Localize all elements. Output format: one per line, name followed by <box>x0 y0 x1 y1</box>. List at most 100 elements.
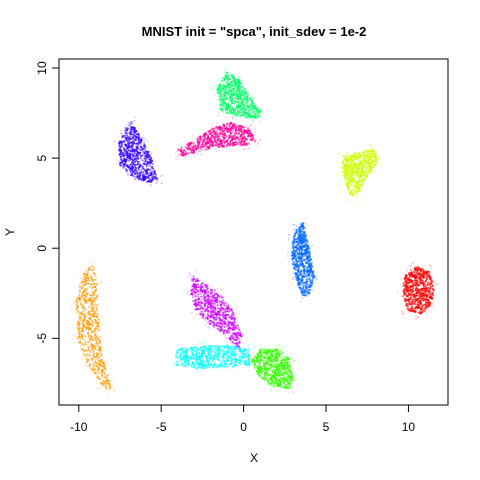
data-point <box>93 306 96 309</box>
data-point <box>288 233 291 236</box>
data-point <box>92 312 95 315</box>
data-point <box>86 271 89 274</box>
data-point <box>143 173 146 176</box>
data-point <box>89 337 92 340</box>
data-point <box>91 325 94 328</box>
data-point <box>246 145 249 147</box>
data-point <box>411 301 414 304</box>
data-point <box>95 278 98 281</box>
data-point <box>94 371 96 374</box>
data-point <box>201 144 204 147</box>
data-point <box>76 275 79 277</box>
data-point <box>414 275 417 278</box>
data-point <box>309 277 312 279</box>
data-point <box>148 177 150 180</box>
data-point <box>77 322 80 325</box>
data-point <box>87 323 90 325</box>
data-point <box>148 159 151 161</box>
data-point <box>145 165 148 168</box>
data-point <box>225 72 227 75</box>
data-point <box>238 116 241 119</box>
data-point <box>79 319 82 322</box>
data-point <box>80 332 83 335</box>
data-point <box>91 366 94 369</box>
data-point <box>134 178 136 180</box>
data-point <box>232 117 235 119</box>
data-point <box>143 153 146 156</box>
data-point <box>123 140 125 143</box>
data-point <box>226 68 228 70</box>
data-point <box>99 382 102 384</box>
data-point <box>250 131 253 134</box>
data-point <box>86 280 88 283</box>
data-point <box>215 143 217 146</box>
data-point <box>240 125 243 128</box>
data-point <box>304 242 307 245</box>
data-point <box>231 102 234 105</box>
data-point <box>307 245 309 248</box>
data-point <box>299 240 302 243</box>
data-point <box>362 153 365 156</box>
data-point <box>129 133 132 136</box>
data-point <box>352 173 355 176</box>
data-point <box>309 281 312 284</box>
data-point <box>80 312 83 315</box>
data-point <box>103 382 106 385</box>
data-point <box>137 147 140 150</box>
data-point <box>426 307 429 310</box>
data-point <box>84 270 87 272</box>
data-point <box>305 217 307 219</box>
data-point <box>219 108 222 111</box>
data-point <box>227 98 230 101</box>
data-point <box>123 129 126 132</box>
data-point <box>124 131 127 134</box>
data-point <box>77 341 80 343</box>
data-point <box>86 320 89 322</box>
data-point <box>81 280 84 283</box>
data-point <box>302 255 305 258</box>
data-point <box>421 304 424 307</box>
data-point <box>295 257 298 260</box>
data-point <box>97 371 100 374</box>
data-point <box>130 121 133 124</box>
data-point <box>129 130 132 133</box>
data-point <box>286 255 289 257</box>
data-point <box>97 359 100 362</box>
data-point <box>379 158 382 161</box>
data-point <box>118 144 121 147</box>
data-point <box>396 291 398 294</box>
data-point <box>303 290 306 293</box>
data-point <box>88 354 91 357</box>
data-point <box>92 352 95 355</box>
data-point <box>246 95 248 98</box>
data-point <box>208 138 211 141</box>
data-point <box>73 333 75 336</box>
data-point <box>216 129 218 132</box>
data-point <box>349 163 352 166</box>
data-point <box>369 152 372 154</box>
data-point <box>246 132 249 135</box>
data-point <box>224 142 227 145</box>
data-point <box>307 248 309 251</box>
data-point <box>126 158 129 161</box>
data-point <box>136 162 139 165</box>
data-point <box>429 296 432 298</box>
data-point <box>301 275 304 278</box>
data-point <box>88 317 91 320</box>
data-point <box>200 149 203 152</box>
data-point <box>125 168 128 171</box>
data-point <box>144 149 147 152</box>
data-point <box>94 328 96 330</box>
data-point <box>84 335 87 338</box>
data-point <box>94 339 97 342</box>
data-point <box>411 310 413 313</box>
data-point <box>211 134 214 137</box>
data-point <box>88 268 91 271</box>
data-point <box>98 349 101 352</box>
data-point <box>118 148 121 151</box>
data-point <box>410 308 413 311</box>
data-point <box>351 160 354 163</box>
data-point <box>92 294 95 297</box>
data-point <box>206 140 209 143</box>
data-point <box>90 275 93 278</box>
